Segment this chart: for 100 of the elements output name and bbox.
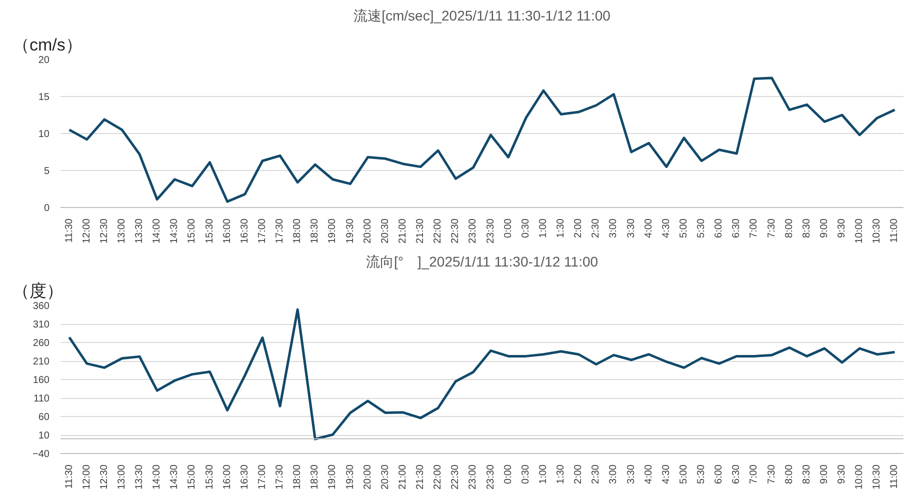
x-tick-label: 20:00 [362,218,374,244]
x-tick-label: 16:00 [222,218,233,244]
x-tick-label: 15:00 [186,464,198,490]
x-tick-label: 6:30 [731,464,742,484]
x-tick-label: 2:30 [590,464,602,484]
x-tick-label: 22:00 [432,464,444,490]
y-tick-label: 160 [32,375,50,386]
x-tick-label: 10:30 [872,464,883,490]
x-tick-label: 3:30 [626,464,637,484]
y-axis-title: （cm/s） [12,36,82,54]
x-tick-label: 2:00 [573,464,584,484]
x-tick-label: 5:30 [696,464,708,484]
x-tick-label: 9:30 [836,464,848,484]
x-tick-label: 17:00 [256,218,268,244]
x-tick-label: 21:30 [415,464,426,490]
y-tick-label: 260 [32,338,50,349]
x-tick-label: 2:30 [590,218,602,238]
x-tick-label: 13:30 [134,218,146,244]
x-tick-label: 10:00 [854,464,866,490]
x-tick-label: 19:30 [344,218,356,244]
x-tick-label: 1:00 [538,464,549,484]
x-tick-label: 4:30 [660,464,672,484]
y-tick-label: 20 [38,55,50,66]
x-tick-label: 8:30 [801,218,812,238]
x-tick-label: 10:30 [872,218,883,244]
x-tick-label: 0:30 [520,464,532,484]
x-tick-label: 18:00 [292,218,304,244]
x-tick-label: 13:00 [116,464,128,490]
y-tick-label: 210 [32,356,50,368]
line-series [68,76,896,203]
x-tick-label: 20:30 [380,464,391,490]
x-tick-label: 5:00 [678,464,690,484]
x-tick-label: 13:00 [116,218,128,244]
x-tick-label: 22:00 [432,218,444,244]
x-tick-label: 16:30 [239,464,250,490]
x-tick-label: 23:00 [468,464,479,490]
chart-title: 流向[° ]_2025/1/11 11:30-1/12 11:00 [366,254,598,270]
x-tick-label: 13:30 [134,464,146,490]
x-tick-label: 19:00 [327,464,338,490]
x-tick-label: 4:00 [643,464,654,484]
x-tick-label: 18:30 [310,218,321,244]
x-tick-label: 1:00 [538,218,549,238]
x-tick-label: 17:30 [274,218,286,244]
x-tick-label: 21:30 [415,218,426,244]
x-tick-label: 12:00 [81,464,92,490]
x-tick-label: 8:00 [784,218,795,238]
y-tick-label: 0 [44,203,50,214]
x-tick-label: 6:00 [714,218,725,238]
x-tick-label: 8:00 [784,464,795,484]
x-tick-label: 21:00 [397,218,408,244]
x-tick-label: 5:30 [696,218,708,238]
x-tick-label: 16:00 [222,464,233,490]
x-tick-label: 12:30 [98,464,110,490]
x-tick-label: 19:00 [327,218,338,244]
x-tick-label: 18:30 [310,464,321,490]
x-tick-label: 3:30 [626,218,637,238]
y-tick-label: 10 [38,129,50,140]
x-tick-label: 22:30 [450,218,462,244]
x-tick-label: 14:00 [152,464,163,490]
x-tick-label: 11:00 [889,464,900,489]
x-tick-label: 20:30 [380,218,391,244]
x-tick-label: 12:00 [81,218,92,244]
x-tick-label: 0:30 [520,218,532,238]
x-tick-label: 7:30 [766,218,778,238]
y-tick-label: 110 [34,394,50,404]
x-tick-label: 0:00 [502,218,514,238]
x-tick-label: 2:00 [573,218,584,238]
x-tick-label: 7:00 [748,218,760,238]
x-tick-label: 19:30 [344,464,356,490]
y-axis-title: （度） [12,282,64,300]
x-tick-label: 7:00 [748,464,760,484]
x-tick-label: 11:30 [64,464,75,489]
y-tick-label: 5 [44,166,50,177]
x-tick-label: 6:30 [731,218,742,238]
x-tick-label: 22:30 [450,464,462,490]
x-tick-label: 18:00 [292,464,304,490]
x-tick-label: 6:00 [714,464,725,484]
x-tick-label: 14:30 [169,218,180,244]
y-tick-label: 10 [38,430,50,442]
chart-title: 流速[cm/sec]_2025/1/11 11:30-1/12 11:00 [354,8,611,24]
x-tick-label: 3:00 [608,464,620,484]
x-tick-label: 20:00 [362,464,374,490]
x-tick-label: 7:30 [766,464,778,484]
x-tick-label: 21:00 [397,464,408,490]
y-tick-label: 15 [38,92,50,103]
x-tick-label: 17:30 [274,464,286,490]
x-tick-label: 9:00 [818,464,830,484]
x-tick-label: 4:30 [660,218,672,238]
x-tick-label: 8:30 [801,464,812,484]
x-tick-label: 16:30 [239,218,250,244]
x-tick-label: 23:30 [485,218,496,244]
y-tick-label: 310 [32,320,50,330]
line-series [68,308,896,440]
x-tick-label: 5:00 [678,218,690,238]
x-tick-label: 12:30 [98,218,110,244]
x-tick-label: 17:00 [256,464,268,490]
x-tick-label: 3:00 [608,218,620,238]
x-tick-label: 15:00 [186,218,198,244]
x-tick-label: 23:30 [485,464,496,490]
y-tick-label: −40 [32,449,50,460]
